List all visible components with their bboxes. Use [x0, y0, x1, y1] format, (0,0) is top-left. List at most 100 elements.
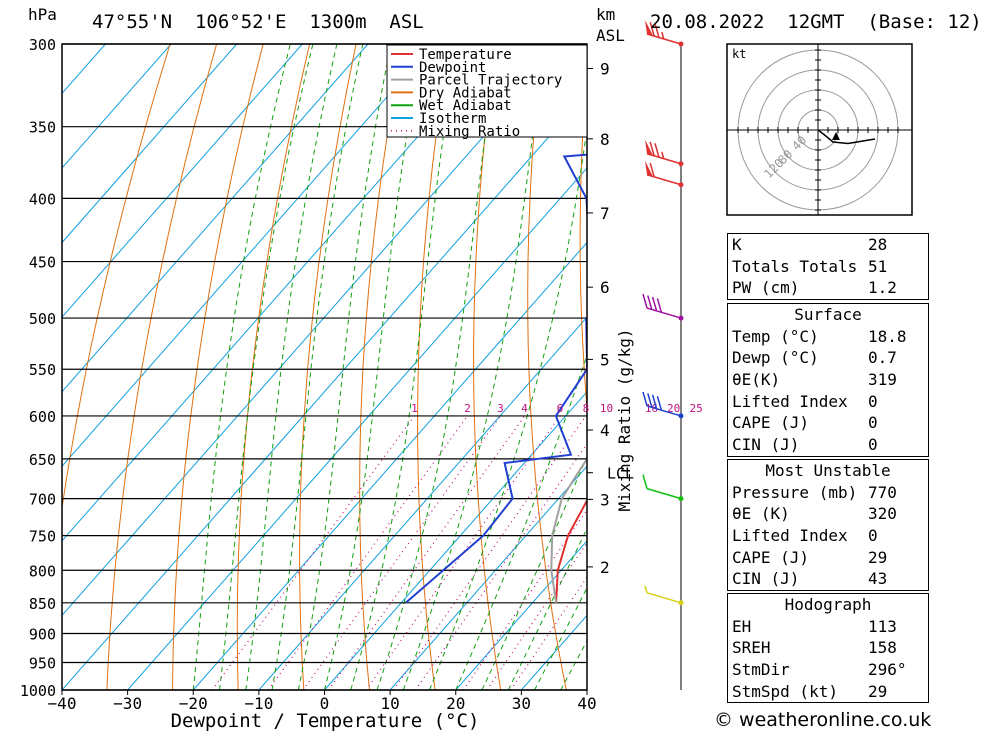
- wind-barb-full: [654, 143, 660, 158]
- table-row: θE (K) 320: [728, 503, 928, 525]
- dry-adiabat-line: [106, 44, 218, 690]
- km-tick-label: 4: [600, 421, 610, 440]
- row-label: CIN (J): [732, 435, 800, 455]
- hodograph-title: Hodograph: [784, 595, 872, 614]
- pressure-tick-label: 550: [29, 361, 56, 379]
- wet-adiabat-line: [350, 44, 459, 690]
- mixing-ratio-axis-label: Mixing Ratio (g/kg): [615, 328, 634, 511]
- dry-adiabat-line: [527, 44, 567, 690]
- legend-label: Parcel Trajectory: [419, 73, 562, 89]
- copyright-link[interactable]: © weatheronline.co.uk: [714, 709, 932, 731]
- dry-adiabat-line: [359, 44, 404, 690]
- hodograph-table: Hodograph EH 113 SREH 158 StmDir 296° StmSpd (…: [727, 593, 929, 704]
- row-label: CIN (J): [732, 569, 800, 589]
- wind-barb-full: [656, 396, 663, 411]
- isotherm-line: [62, 44, 369, 393]
- km-label: km: [596, 5, 615, 24]
- row-label: Pressure (mb): [732, 482, 858, 502]
- pressure-tick-label: 400: [29, 190, 56, 208]
- isotherm-line: [62, 92, 587, 690]
- isotherm-line: [127, 167, 587, 690]
- legend-box: [386, 44, 588, 138]
- pressure-tick-label: 900: [29, 625, 56, 643]
- wet-adiabat-line: [534, 586, 587, 690]
- row-value: 29: [868, 681, 888, 701]
- row-label: PW (cm): [732, 278, 800, 298]
- row-label: StmDir: [732, 660, 790, 680]
- wind-barb-half: [644, 585, 648, 594]
- plot-frame: [61, 43, 588, 691]
- wind-barb-staff: [646, 307, 682, 319]
- x-axis-label: Dewpoint / Temperature (°C): [171, 710, 480, 732]
- wind-barb-full: [649, 162, 655, 178]
- isotherm-line: [258, 316, 587, 690]
- pressure-tick-label: 850: [29, 595, 56, 613]
- mixing-ratio-line: [392, 415, 587, 690]
- table-row: StmDir 296°: [728, 659, 928, 681]
- row-value: 43: [868, 569, 888, 589]
- wet-adiabat-line: [245, 44, 338, 690]
- table-row: CAPE (J) 29: [728, 547, 928, 569]
- wind-barb-flag: [645, 160, 653, 177]
- wind-barb-full: [647, 393, 653, 408]
- wind-barb-full: [649, 141, 655, 157]
- temp-tick-label: 30: [512, 694, 531, 713]
- mixing-ratio-label: 1: [411, 402, 418, 415]
- table-row: StmSpd (kt) 29: [728, 681, 928, 703]
- km-tick-label: 6: [600, 278, 610, 297]
- mixing-ratio-label: 3: [497, 402, 504, 415]
- wet-adiabat-line: [455, 353, 587, 690]
- wind-barbs: [642, 20, 684, 690]
- legend-label: Isotherm: [419, 111, 486, 127]
- datetime-title: 20.08.2022 12GMT (Base: 12): [650, 11, 982, 33]
- dry-adiabat-line: [631, 44, 698, 690]
- table-row: Totals Totals 51: [728, 256, 928, 278]
- mixing-ratio-line: [328, 415, 526, 690]
- storm-motion-marker: [832, 132, 840, 140]
- legend-label: Temperature: [419, 47, 512, 63]
- wind-barb-staff: [646, 592, 682, 604]
- row-label: K: [732, 235, 742, 254]
- mixing-ratio-label: 4: [521, 402, 528, 415]
- table-row: Temp (°C) 18.8: [728, 326, 928, 348]
- km-tick-label: 3: [600, 490, 610, 509]
- wind-barb-staff: [646, 405, 682, 417]
- mixing-ratio-line: [365, 415, 561, 690]
- hodograph-trace: [817, 129, 876, 145]
- dry-adiabat-line: [961, 44, 1000, 690]
- wind-barb-full: [654, 23, 660, 38]
- pressure-tick-label: 450: [29, 254, 56, 272]
- row-label: θE(K): [732, 370, 781, 390]
- pressure-tick-label: 700: [29, 491, 56, 509]
- row-value: 0: [868, 391, 878, 411]
- temp-tick-label: −10: [244, 694, 273, 713]
- mixing-ratio-label: 25: [689, 402, 702, 415]
- surface-title: Surface: [794, 305, 862, 324]
- legend-label: Mixing Ratio: [419, 124, 520, 140]
- row-label: EH: [732, 616, 752, 636]
- dry-adiabat-line: [62, 44, 171, 512]
- temp-tick-label: 0: [320, 694, 330, 713]
- mixing-ratio-label: 8: [583, 402, 590, 415]
- temp-tick-label: −40: [48, 694, 77, 713]
- isotherm-line: [62, 44, 434, 468]
- row-value: 296°: [868, 660, 907, 680]
- isotherm-line: [62, 44, 238, 244]
- row-value: 0: [868, 413, 878, 433]
- isotherm-line: [62, 44, 303, 318]
- temp-tick-label: 10: [380, 694, 399, 713]
- pressure-tick-label: 1000: [20, 682, 56, 700]
- table-row: Pressure (mb) 770: [728, 482, 928, 504]
- mixing-ratio-label: 6: [557, 402, 564, 415]
- row-value: 113: [868, 616, 897, 636]
- pressure-tick-label: 950: [29, 654, 56, 672]
- wind-barb-full: [656, 298, 663, 313]
- pressure-tick-label: 350: [29, 119, 56, 137]
- mixing-ratio-label: 10: [600, 402, 613, 415]
- row-value: 28: [868, 235, 888, 254]
- wind-barb-full: [642, 474, 648, 489]
- row-label: Lifted Index: [732, 526, 848, 546]
